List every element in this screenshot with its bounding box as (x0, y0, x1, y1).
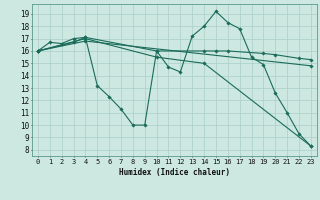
X-axis label: Humidex (Indice chaleur): Humidex (Indice chaleur) (119, 168, 230, 177)
